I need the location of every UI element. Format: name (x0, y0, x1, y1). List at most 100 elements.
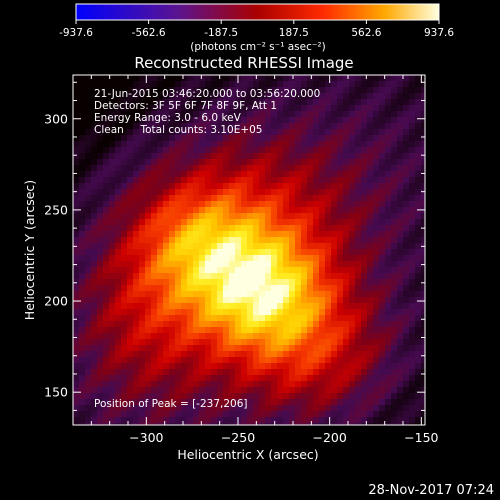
heatmap-cell (163, 339, 170, 346)
heatmap-cell (235, 333, 242, 340)
heatmap-cell (421, 375, 426, 382)
heatmap-cell (271, 87, 278, 94)
heatmap-cell (97, 219, 104, 226)
heatmap-cell (169, 345, 176, 352)
heatmap-cell (373, 111, 380, 118)
heatmap-cell (187, 279, 194, 286)
heatmap-cell (79, 417, 86, 424)
heatmap-cell (241, 279, 248, 286)
heatmap-cell (331, 195, 338, 202)
heatmap-cell (157, 405, 164, 412)
heatmap-cell (319, 399, 326, 406)
heatmap-cell (163, 213, 170, 220)
heatmap-cell (355, 153, 362, 160)
heatmap-cell (235, 177, 242, 184)
heatmap-cell (397, 195, 404, 202)
heatmap-cell (295, 273, 302, 280)
heatmap-cell (97, 183, 104, 190)
heatmap-cell (319, 405, 326, 412)
heatmap-cell (103, 321, 110, 328)
heatmap-cell (313, 261, 320, 268)
heatmap-cell (181, 417, 188, 424)
heatmap-cell (247, 261, 254, 268)
heatmap-cell (133, 87, 140, 94)
heatmap-cell (199, 153, 206, 160)
heatmap-cell (361, 357, 368, 364)
heatmap-cell (103, 327, 110, 334)
heatmap-cell (151, 201, 158, 208)
heatmap-cell (265, 351, 272, 358)
heatmap-cell (241, 135, 248, 142)
heatmap-cell (307, 393, 314, 400)
heatmap-cell (151, 135, 158, 142)
heatmap-cell (331, 387, 338, 394)
heatmap-cell (163, 81, 170, 88)
heatmap-cell (73, 279, 80, 286)
heatmap-cell (253, 207, 260, 214)
heatmap-cell (181, 423, 188, 426)
heatmap-cell (199, 387, 206, 394)
heatmap-cell (373, 363, 380, 370)
heatmap-cell (325, 261, 332, 268)
heatmap-cell (301, 333, 308, 340)
heatmap-cell (415, 267, 422, 274)
heatmap-cell (223, 351, 230, 358)
heatmap-cell (337, 249, 344, 256)
heatmap-cell (331, 75, 338, 82)
heatmap-cell (85, 351, 92, 358)
heatmap-cell (313, 171, 320, 178)
heatmap-cell (349, 273, 356, 280)
heatmap-cell (301, 75, 308, 82)
heatmap-cell (211, 261, 218, 268)
heatmap-cell (421, 369, 426, 376)
heatmap-cell (301, 375, 308, 382)
heatmap-cell (331, 117, 338, 124)
heatmap-cell (295, 75, 302, 82)
heatmap-cell (403, 387, 410, 394)
heatmap-cell (265, 237, 272, 244)
heatmap-cell (361, 81, 368, 88)
heatmap-cell (145, 399, 152, 406)
heatmap-cell (97, 399, 104, 406)
heatmap-cell (379, 207, 386, 214)
heatmap-cell (103, 351, 110, 358)
heatmap-cell (307, 327, 314, 334)
heatmap-cell (145, 309, 152, 316)
heatmap-cell (307, 99, 314, 106)
heatmap-cell (133, 363, 140, 370)
heatmap-cell (271, 321, 278, 328)
heatmap-cell (229, 105, 236, 112)
heatmap-cell (421, 273, 426, 280)
heatmap-cell (115, 321, 122, 328)
heatmap-cell (301, 303, 308, 310)
heatmap-cell (403, 99, 410, 106)
heatmap-cell (79, 315, 86, 322)
heatmap-cell (307, 267, 314, 274)
heatmap-cell (157, 201, 164, 208)
heatmap-cell (337, 147, 344, 154)
heatmap-cell (307, 177, 314, 184)
heatmap-cell (235, 129, 242, 136)
heatmap-cell (169, 309, 176, 316)
heatmap-cell (337, 225, 344, 232)
heatmap-cell (97, 201, 104, 208)
heatmap-cell (361, 135, 368, 142)
heatmap-cell (349, 267, 356, 274)
heatmap-cell (97, 207, 104, 214)
heatmap-cell (121, 237, 128, 244)
heatmap-cell (343, 243, 350, 250)
heatmap-cell (337, 375, 344, 382)
heatmap-cell (205, 237, 212, 244)
heatmap-cell (229, 279, 236, 286)
heatmap-cell (367, 201, 374, 208)
heatmap-cell (181, 207, 188, 214)
y-tick-label: 250 (44, 202, 68, 217)
heatmap-cell (229, 201, 236, 208)
heatmap-cell (391, 279, 398, 286)
heatmap-cell (409, 231, 416, 238)
heatmap-cell (367, 93, 374, 100)
heatmap-cell (163, 303, 170, 310)
heatmap-cell (259, 147, 266, 154)
heatmap-cell (85, 369, 92, 376)
heatmap-cell (325, 75, 332, 82)
